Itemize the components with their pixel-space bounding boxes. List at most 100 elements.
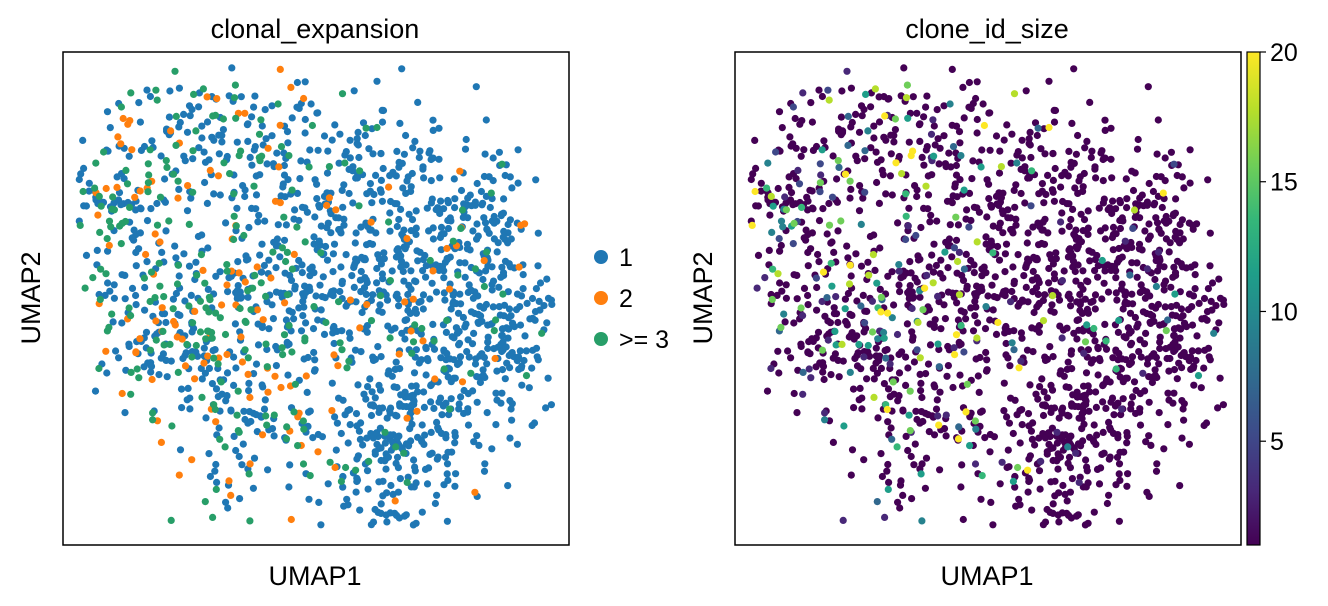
scatter-point [461, 273, 469, 281]
scatter-point [352, 466, 360, 474]
scatter-point [401, 335, 409, 343]
scatter-point [789, 103, 798, 111]
scatter-point [1162, 345, 1170, 353]
scatter-point [515, 353, 523, 361]
scatter-point [419, 305, 427, 313]
scatter-point [1029, 267, 1037, 276]
scatter-point [1145, 179, 1153, 188]
scatter-point [1086, 257, 1094, 265]
scatter-point [335, 214, 343, 222]
scatter-point [873, 178, 881, 187]
scatter-point [386, 172, 394, 180]
scatter-point [104, 279, 112, 287]
scatter-point [799, 89, 807, 97]
scatter-point [136, 118, 144, 126]
scatter-point [1010, 346, 1018, 354]
scatter-point [317, 521, 325, 529]
scatter-point [849, 385, 858, 393]
scatter-point [930, 431, 939, 439]
scatter-point [1101, 320, 1109, 328]
scatter-point [430, 404, 438, 412]
scatter-point [506, 434, 514, 442]
scatter-point [393, 511, 401, 519]
x-axis-label-left: UMAP1 [268, 561, 361, 591]
scatter-point [917, 379, 925, 387]
scatter-point [1053, 439, 1061, 447]
scatter-point [420, 403, 428, 411]
scatter-point [839, 127, 847, 135]
scatter-point [303, 208, 311, 216]
scatter-point [924, 360, 933, 368]
scatter-point [368, 199, 376, 207]
scatter-point [1058, 277, 1066, 285]
scatter-point [1084, 278, 1092, 286]
scatter-point [1030, 308, 1038, 317]
scatter-point [1204, 176, 1212, 184]
scatter-point [174, 261, 182, 269]
scatter-point [402, 242, 410, 250]
scatter-point [346, 154, 354, 162]
scatter-point [1023, 346, 1032, 354]
scatter-point [346, 334, 354, 342]
scatter-point [370, 402, 378, 410]
scatter-point [1099, 382, 1107, 390]
scatter-point [181, 297, 189, 305]
scatter-point [197, 364, 205, 372]
scatter-point [432, 261, 440, 269]
scatter-point [426, 295, 434, 303]
scatter-point [479, 366, 487, 374]
scatter-point [834, 356, 842, 364]
scatter-point [379, 164, 387, 173]
scatter-point [888, 435, 896, 443]
scatter-point [205, 364, 213, 372]
scatter-point [535, 297, 543, 305]
scatter-point [1029, 348, 1037, 356]
scatter-point [143, 86, 151, 94]
scatter-point [383, 414, 391, 422]
scatter-point [892, 159, 900, 167]
scatter-point [236, 304, 244, 313]
scatter-point [876, 352, 884, 360]
scatter-point [285, 322, 293, 330]
scatter-point [434, 453, 442, 461]
scatter-point [263, 160, 271, 168]
scatter-point [93, 246, 101, 254]
scatter-point [414, 388, 422, 396]
scatter-point [230, 432, 238, 440]
scatter-point [258, 152, 266, 160]
scatter-point [1190, 381, 1198, 389]
scatter-point [489, 154, 497, 162]
scatter-point [1084, 230, 1092, 238]
scatter-point [361, 131, 369, 140]
scatter-point [904, 114, 912, 122]
scatter-point [200, 344, 208, 352]
scatter-point [1169, 273, 1177, 281]
scatter-point [479, 199, 487, 207]
scatter-point [1058, 209, 1066, 217]
scatter-point [1069, 205, 1077, 213]
scatter-point [781, 318, 789, 326]
scatter-point [425, 227, 433, 235]
scatter-point [495, 303, 503, 311]
scatter-point [837, 217, 845, 225]
scatter-point [285, 152, 293, 160]
scatter-point [1040, 388, 1048, 396]
scatter-point [1116, 199, 1124, 207]
scatter-point [189, 188, 197, 196]
scatter-point [995, 201, 1003, 209]
scatter-point [902, 212, 910, 220]
scatter-point [209, 112, 217, 120]
scatter-point [967, 104, 975, 112]
scatter-point [127, 368, 135, 376]
scatter-point [417, 356, 425, 364]
scatter-point [949, 383, 957, 392]
scatter-point [1219, 401, 1227, 409]
scatter-point [1097, 227, 1105, 235]
scatter-point [1122, 374, 1130, 382]
scatter-point [935, 345, 943, 354]
scatter-point [1186, 179, 1194, 187]
scatter-point [329, 250, 337, 258]
scatter-point [544, 294, 553, 302]
scatter-point [1007, 159, 1015, 167]
scatter-point [224, 504, 232, 512]
